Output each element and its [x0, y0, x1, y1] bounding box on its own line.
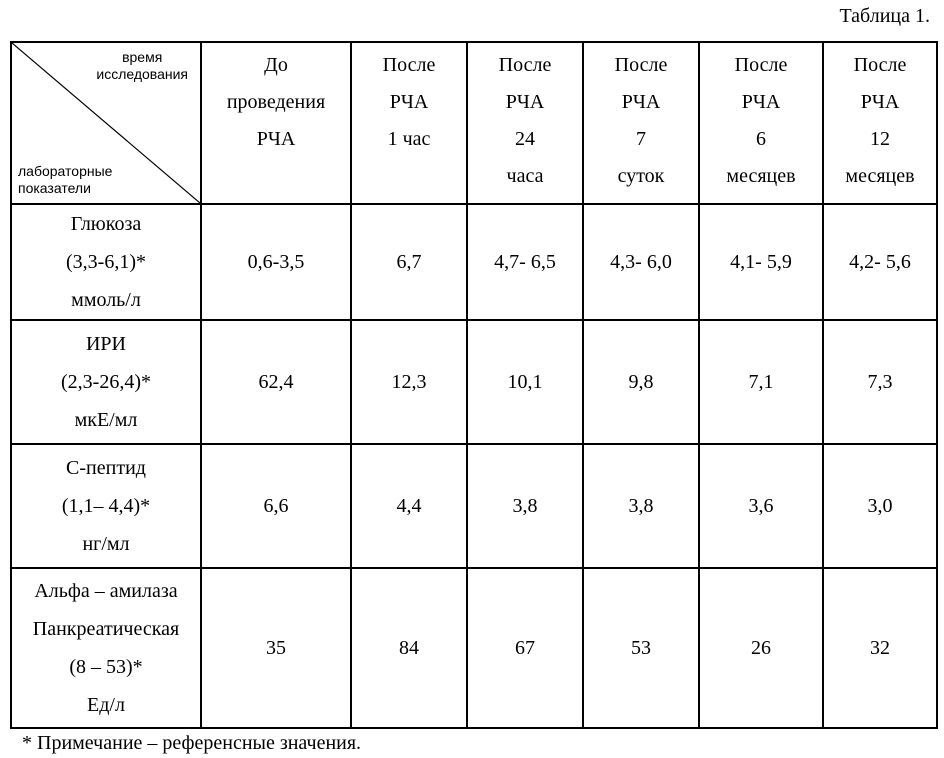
table-cell: 3,8 [583, 444, 699, 568]
corner-top-line: время [96, 49, 188, 66]
header-line: РЧА [202, 121, 350, 158]
table-cell: 3,0 [823, 444, 937, 568]
row-label-glucose: Глюкоза (3,3-6,1)* ммоль/л [11, 204, 201, 320]
table-cell: 4,1- 5,9 [699, 204, 823, 320]
row-label-line: Ед/л [12, 686, 200, 724]
corner-top-label: время исследования [96, 49, 188, 83]
header-line: РЧА [824, 84, 936, 121]
row-label-line: (2,3-26,4)* [12, 363, 200, 401]
header-line: После [468, 47, 582, 84]
table-cell: 4,3- 6,0 [583, 204, 699, 320]
header-line: После [700, 47, 822, 84]
header-line: часа [468, 158, 582, 195]
header-line: 1 час [352, 121, 466, 158]
corner-top-line: исследования [96, 66, 188, 83]
header-line: РЧА [352, 84, 466, 121]
table-cell: 67 [467, 568, 583, 728]
table-cell: 7,3 [823, 320, 937, 444]
header-line: проведения [202, 84, 350, 121]
row-label-iri: ИРИ (2,3-26,4)* мкЕ/мл [11, 320, 201, 444]
header-line: суток [584, 158, 698, 195]
row-label-alpha-amylase: Альфа – амилаза Панкреатическая (8 – 53)… [11, 568, 201, 728]
column-header-before: До проведения РЧА [201, 42, 351, 204]
header-row: время исследования лабораторные показате… [11, 42, 937, 204]
header-line: РЧА [584, 84, 698, 121]
table-cell: 4,7- 6,5 [467, 204, 583, 320]
column-header-12-months: После РЧА 12 месяцев [823, 42, 937, 204]
table-cell: 35 [201, 568, 351, 728]
column-header-7-days: После РЧА 7 суток [583, 42, 699, 204]
header-line: После [824, 47, 936, 84]
header-line: 6 [700, 121, 822, 158]
column-header-6-months: После РЧА 6 месяцев [699, 42, 823, 204]
row-label-line: ммоль/л [12, 281, 200, 319]
table-cell: 0,6-3,5 [201, 204, 351, 320]
table-caption: Таблица 1. [839, 4, 930, 28]
table-cell: 10,1 [467, 320, 583, 444]
corner-bottom-line: лабораторные [18, 163, 112, 180]
lab-results-table: время исследования лабораторные показате… [10, 41, 938, 729]
row-label-line: (8 – 53)* [12, 648, 200, 686]
table-cell: 6,7 [351, 204, 467, 320]
table-cell: 32 [823, 568, 937, 728]
header-line: 7 [584, 121, 698, 158]
row-label-line: мкЕ/мл [12, 401, 200, 439]
row-label-line: С-пептид [12, 449, 200, 487]
row-label-line: (3,3-6,1)* [12, 243, 200, 281]
table-row-c-peptide: С-пептид (1,1– 4,4)* нг/мл 6,6 4,4 3,8 3… [11, 444, 937, 568]
corner-bottom-line: показатели [18, 180, 112, 197]
header-line: 24 [468, 121, 582, 158]
table-cell: 84 [351, 568, 467, 728]
column-header-1-hour: После РЧА 1 час [351, 42, 467, 204]
row-label-line: (1,1– 4,4)* [12, 487, 200, 525]
column-header-24-hours: После РЧА 24 часа [467, 42, 583, 204]
footnote: * Примечание – референсные значения. [22, 731, 361, 755]
header-line: После [584, 47, 698, 84]
corner-header-cell: время исследования лабораторные показате… [11, 42, 201, 204]
table-cell: 53 [583, 568, 699, 728]
corner-bottom-label: лабораторные показатели [18, 163, 112, 197]
table-row-iri: ИРИ (2,3-26,4)* мкЕ/мл 62,4 12,3 10,1 9,… [11, 320, 937, 444]
table-cell: 62,4 [201, 320, 351, 444]
row-label-line: Панкреатическая [12, 610, 200, 648]
header-line: 12 [824, 121, 936, 158]
table-cell: 3,8 [467, 444, 583, 568]
table-cell: 4,2- 5,6 [823, 204, 937, 320]
row-label-line: нг/мл [12, 525, 200, 563]
table-cell: 6,6 [201, 444, 351, 568]
table-cell: 26 [699, 568, 823, 728]
header-line: месяцев [824, 158, 936, 195]
table-cell: 4,4 [351, 444, 467, 568]
header-line: После [352, 47, 466, 84]
header-line: РЧА [468, 84, 582, 121]
table-row-glucose: Глюкоза (3,3-6,1)* ммоль/л 0,6-3,5 6,7 4… [11, 204, 937, 320]
table-row-alpha-amylase: Альфа – амилаза Панкреатическая (8 – 53)… [11, 568, 937, 728]
row-label-line: ИРИ [12, 325, 200, 363]
table-cell: 12,3 [351, 320, 467, 444]
row-label-line: Глюкоза [12, 205, 200, 243]
header-line: месяцев [700, 158, 822, 195]
table-cell: 3,6 [699, 444, 823, 568]
table-cell: 9,8 [583, 320, 699, 444]
header-line: РЧА [700, 84, 822, 121]
row-label-c-peptide: С-пептид (1,1– 4,4)* нг/мл [11, 444, 201, 568]
row-label-line: Альфа – амилаза [12, 572, 200, 610]
header-line: До [202, 47, 350, 84]
table-cell: 7,1 [699, 320, 823, 444]
